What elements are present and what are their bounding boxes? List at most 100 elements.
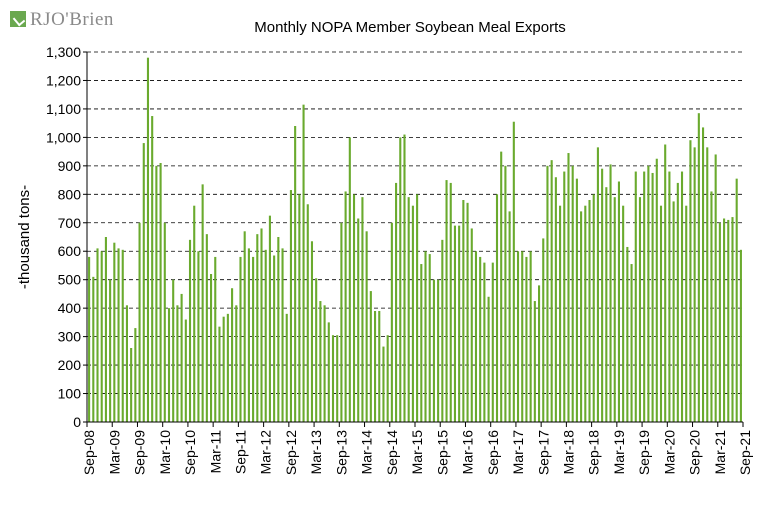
bar bbox=[188, 239, 192, 422]
gridlines bbox=[87, 51, 743, 394]
bar bbox=[159, 163, 162, 422]
bar bbox=[361, 197, 364, 422]
bar bbox=[428, 254, 431, 422]
bar bbox=[638, 197, 642, 422]
bar bbox=[466, 202, 469, 422]
bar bbox=[538, 285, 541, 422]
bar bbox=[340, 222, 343, 422]
y-tick-label: 700 bbox=[58, 215, 82, 231]
bar bbox=[264, 249, 267, 422]
bar bbox=[668, 171, 671, 422]
x-tick-label: Sep-10 bbox=[182, 430, 198, 475]
bar bbox=[437, 279, 440, 422]
bar bbox=[403, 134, 406, 423]
bar bbox=[411, 205, 414, 422]
x-tick-label: Mar-10 bbox=[157, 430, 173, 475]
y-axis-label: -thousand tons- bbox=[16, 185, 33, 289]
bar bbox=[617, 181, 620, 422]
bar bbox=[445, 180, 448, 422]
bar bbox=[474, 251, 478, 422]
bar bbox=[739, 249, 742, 422]
bar bbox=[622, 205, 625, 422]
bar bbox=[193, 205, 196, 422]
bar bbox=[542, 238, 545, 422]
bar bbox=[546, 165, 549, 422]
x-tick-label: Sep-14 bbox=[384, 430, 400, 475]
bar bbox=[374, 311, 377, 422]
bar bbox=[651, 172, 654, 422]
x-tick-label: Mar-12 bbox=[258, 430, 274, 475]
bar bbox=[559, 205, 562, 422]
bars bbox=[88, 57, 742, 423]
bar bbox=[664, 144, 667, 422]
x-tick-label: Sep-18 bbox=[586, 430, 602, 475]
bar bbox=[327, 322, 330, 422]
x-tick-label: Mar-21 bbox=[712, 430, 728, 475]
bar bbox=[298, 194, 301, 422]
bar bbox=[121, 249, 124, 422]
bar bbox=[601, 168, 604, 422]
bar bbox=[504, 165, 507, 422]
bar bbox=[167, 308, 171, 422]
bar bbox=[256, 234, 259, 422]
bar bbox=[231, 288, 234, 422]
bar bbox=[609, 164, 612, 423]
bar bbox=[134, 328, 137, 422]
y-tick-label: 900 bbox=[58, 158, 82, 174]
bar bbox=[723, 218, 726, 422]
x-tick-label: Mar-20 bbox=[661, 430, 677, 475]
bar bbox=[718, 222, 721, 422]
bar bbox=[416, 194, 419, 422]
bar bbox=[449, 182, 452, 422]
bar bbox=[533, 301, 536, 422]
bar bbox=[550, 160, 553, 422]
bar bbox=[155, 165, 158, 422]
x-tick-label: Sep-11 bbox=[233, 430, 249, 474]
bar bbox=[365, 231, 368, 422]
y-tick-label: 1,000 bbox=[46, 129, 81, 145]
bar bbox=[735, 178, 738, 422]
bar bbox=[323, 305, 326, 422]
rjobrien-logo: RJO'Brien bbox=[6, 8, 116, 34]
y-tick-label: 400 bbox=[58, 300, 82, 316]
bar bbox=[395, 182, 398, 422]
x-tick-label: Mar-19 bbox=[611, 430, 627, 475]
x-tick-label: Mar-17 bbox=[510, 430, 526, 475]
bar bbox=[352, 194, 356, 422]
bar bbox=[571, 165, 574, 422]
bar bbox=[184, 319, 187, 422]
bar bbox=[201, 184, 204, 422]
x-tick-label: Mar-09 bbox=[106, 430, 122, 475]
bar bbox=[613, 197, 616, 422]
bar bbox=[584, 205, 587, 422]
bar bbox=[714, 154, 717, 422]
bar bbox=[336, 335, 339, 422]
x-tick-label: Sep-08 bbox=[81, 430, 97, 475]
bar bbox=[310, 241, 314, 422]
bar bbox=[432, 279, 435, 422]
x-tick-label: Mar-11 bbox=[207, 430, 223, 474]
bar bbox=[655, 158, 658, 423]
bar bbox=[289, 190, 292, 422]
bar bbox=[470, 228, 473, 422]
x-tick-label: Sep-12 bbox=[283, 430, 299, 475]
bar bbox=[424, 251, 427, 422]
x-tick-label: Sep-09 bbox=[132, 430, 148, 475]
x-tick-label: Sep-20 bbox=[687, 430, 703, 475]
x-tick-label: Sep-15 bbox=[434, 430, 450, 475]
bar bbox=[516, 251, 520, 422]
bar bbox=[702, 127, 705, 423]
bar bbox=[357, 218, 360, 422]
bar bbox=[100, 251, 103, 422]
bar bbox=[348, 137, 351, 422]
bar bbox=[315, 278, 318, 422]
bar bbox=[462, 200, 465, 422]
bar bbox=[529, 251, 532, 422]
bar bbox=[138, 222, 141, 422]
x-tick-label: Mar-13 bbox=[308, 430, 324, 475]
bar bbox=[512, 121, 515, 422]
bar bbox=[260, 228, 263, 422]
y-tick-label: 600 bbox=[58, 243, 82, 259]
bar bbox=[247, 248, 250, 422]
bar bbox=[634, 171, 637, 422]
